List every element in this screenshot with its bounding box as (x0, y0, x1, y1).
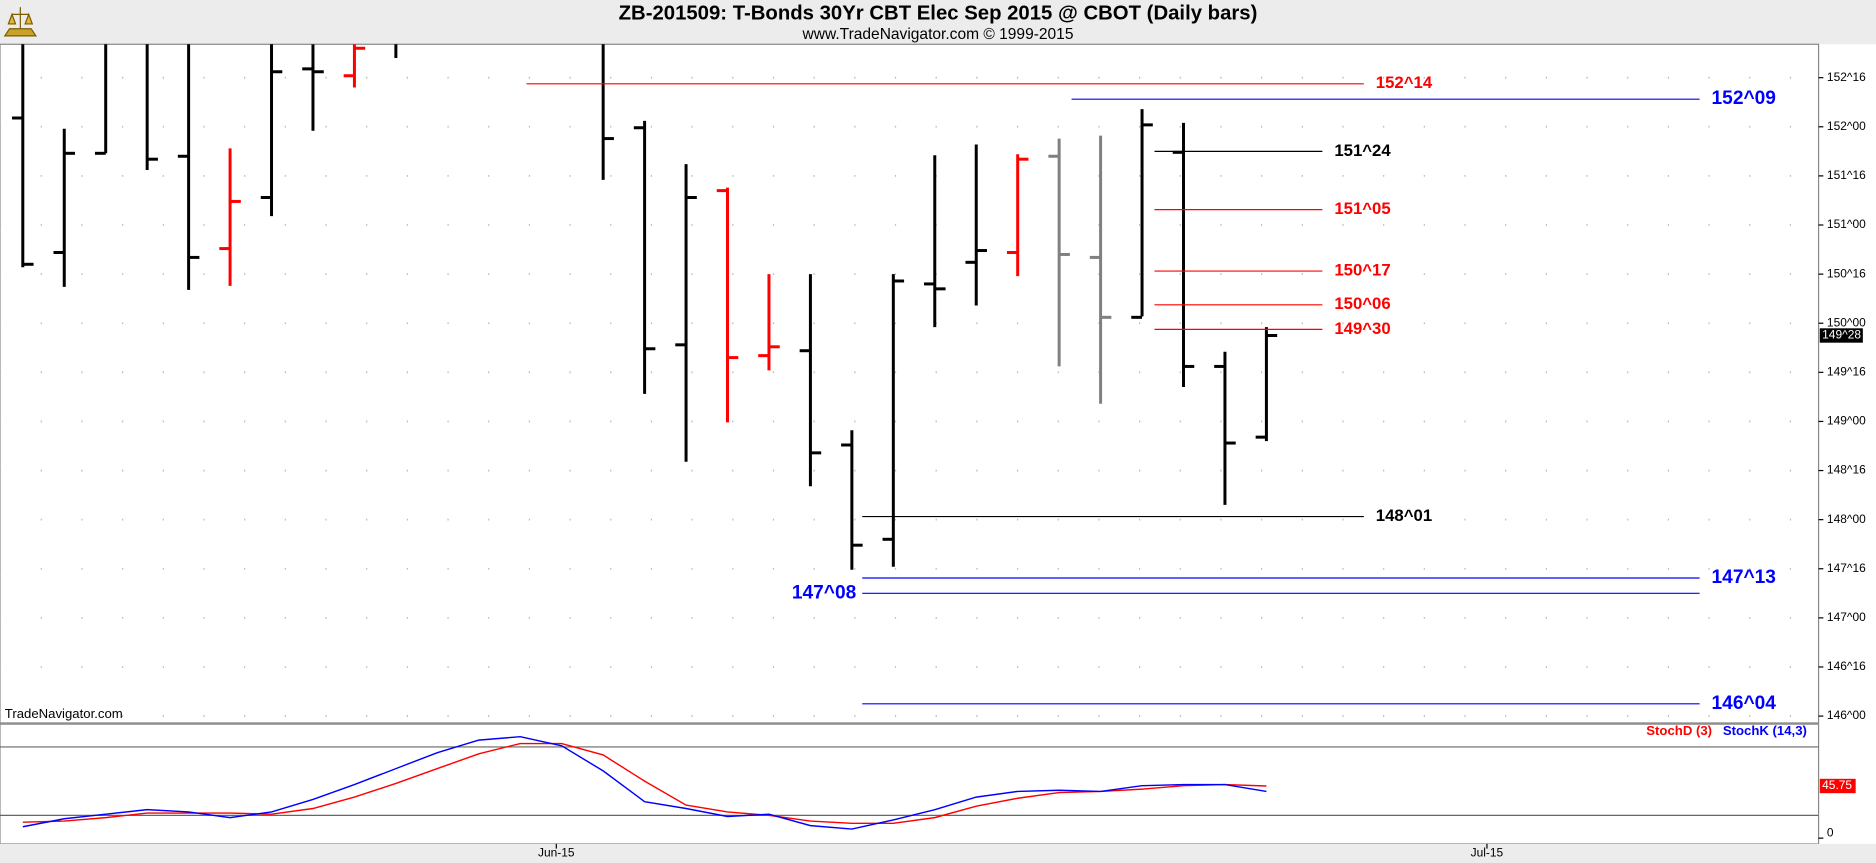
y-tick-label: 152^00 (1827, 119, 1866, 133)
x-tick-label: Jul-15 (1471, 846, 1504, 860)
y-tick-label: 151^16 (1827, 168, 1866, 182)
y-tick-label: 147^00 (1827, 610, 1866, 624)
stoch-line (22, 735, 1267, 830)
y-tick-label: 149^16 (1827, 364, 1866, 378)
main-panel (0, 43, 1820, 724)
level-label: 151^24 (1334, 141, 1391, 160)
logo (3, 7, 38, 37)
last-price-label: 149^28 (1822, 328, 1861, 342)
x-tick-label: Jun-15 (538, 846, 575, 860)
plot-area (0, 44, 1819, 717)
level-label: 146^04 (1712, 693, 1777, 714)
y-tick-label: 149^00 (1827, 414, 1866, 428)
watermark: TradeNavigator.com (5, 706, 123, 721)
level-label: 152^09 (1712, 88, 1776, 109)
x-axis-bg (0, 843, 1876, 863)
stoch-plot: 0 StochD (3) 45.75 StochK (14,3) (0, 723, 1856, 840)
y-tick-label: 146^00 (1827, 708, 1866, 722)
legend-entry: StochD (3) (1646, 723, 1712, 738)
y-tick-label: 148^16 (1827, 463, 1866, 477)
level-label: 147^13 (1712, 567, 1776, 588)
y-tick-label: 147^16 (1827, 561, 1866, 575)
y-tick-label: 146^16 (1827, 659, 1866, 673)
y-tick-label: 151^00 (1827, 217, 1866, 231)
legend-entry: StochK (14,3) (1723, 723, 1807, 738)
plot-area (0, 735, 1819, 830)
level-label: 147^08 (792, 582, 857, 603)
value-label-box (1819, 778, 1856, 794)
value-label: 45.75 (1822, 778, 1852, 792)
level-label: 150^06 (1334, 294, 1390, 313)
stoch-line (22, 742, 1267, 825)
level-label: 152^14 (1376, 73, 1433, 92)
y-tick-label: 150^16 (1827, 266, 1866, 280)
y-tick-label: 150^00 (1827, 315, 1866, 329)
chart-subtitle: www.TradeNavigator.com © 1999-2015 (802, 26, 1074, 43)
y-tick-label: 148^00 (1827, 512, 1866, 526)
last-price-box (1819, 328, 1863, 343)
main-plot: 152^16152^00151^16151^00150^16150^00149^… (0, 44, 1866, 722)
level-label: 149^30 (1334, 319, 1390, 338)
y-tick-label: 0 (1827, 826, 1834, 840)
level-label: 151^05 (1334, 199, 1390, 218)
level-label: 148^01 (1376, 506, 1432, 525)
stoch-panel (0, 723, 1820, 845)
chart-title: ZB-201509: T-Bonds 30Yr CBT Elec Sep 201… (619, 3, 1258, 25)
header-bg (0, 0, 1876, 45)
level-label: 150^17 (1334, 260, 1390, 279)
y-tick-label: 152^16 (1827, 70, 1866, 84)
